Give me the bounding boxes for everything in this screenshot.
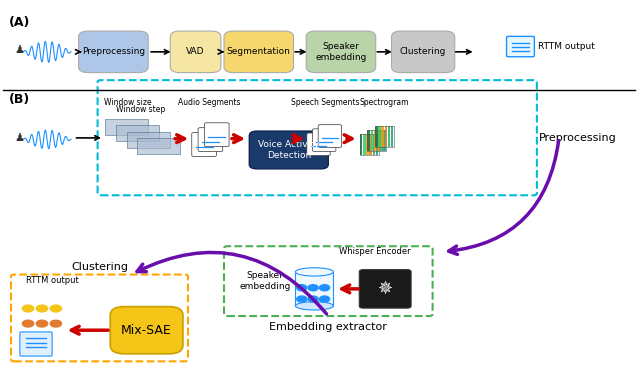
Text: Window step: Window step <box>116 105 165 114</box>
Text: Speaker
embedding: Speaker embedding <box>316 42 367 62</box>
Text: Clustering: Clustering <box>400 47 446 56</box>
FancyBboxPatch shape <box>79 31 148 73</box>
FancyBboxPatch shape <box>224 31 294 73</box>
Bar <box>127 132 170 148</box>
Text: (A): (A) <box>9 16 31 29</box>
Bar <box>375 126 394 147</box>
Circle shape <box>36 305 47 312</box>
Bar <box>380 130 383 151</box>
FancyBboxPatch shape <box>20 332 52 356</box>
FancyBboxPatch shape <box>506 36 534 57</box>
Text: Speaker
embedding: Speaker embedding <box>239 272 291 291</box>
Text: RTTM output: RTTM output <box>26 276 79 285</box>
Circle shape <box>22 320 34 327</box>
Text: ✵: ✵ <box>378 280 393 298</box>
FancyBboxPatch shape <box>307 133 330 155</box>
Text: Clustering: Clustering <box>71 262 128 272</box>
Bar <box>381 126 384 147</box>
Text: Spectrogram: Spectrogram <box>360 98 410 108</box>
Circle shape <box>308 285 318 291</box>
Text: Window size: Window size <box>104 98 152 108</box>
Text: RTTM output: RTTM output <box>538 42 595 51</box>
FancyBboxPatch shape <box>192 133 216 156</box>
Bar <box>376 134 378 154</box>
Bar <box>367 130 370 151</box>
Text: Preprocessing: Preprocessing <box>539 133 616 143</box>
Bar <box>366 134 369 154</box>
Text: Voice Activity
Detection: Voice Activity Detection <box>258 140 319 160</box>
Bar <box>367 130 387 151</box>
Bar <box>138 138 180 154</box>
Text: ♟: ♟ <box>14 133 24 143</box>
Circle shape <box>308 296 318 302</box>
Ellipse shape <box>296 268 333 276</box>
FancyBboxPatch shape <box>170 31 221 73</box>
Bar <box>116 126 159 141</box>
Bar <box>385 126 387 147</box>
Text: VAD: VAD <box>186 47 205 56</box>
Circle shape <box>22 305 34 312</box>
Text: Audio Segments: Audio Segments <box>178 98 241 108</box>
Text: Preprocessing: Preprocessing <box>82 47 145 56</box>
Circle shape <box>297 285 307 291</box>
FancyBboxPatch shape <box>204 123 229 147</box>
Bar <box>374 130 376 151</box>
Text: Mix-SAE: Mix-SAE <box>121 324 172 337</box>
Bar <box>371 130 373 151</box>
FancyBboxPatch shape <box>359 270 411 308</box>
Bar <box>369 134 372 154</box>
Circle shape <box>36 320 47 327</box>
Circle shape <box>319 285 330 291</box>
Text: Segmentation: Segmentation <box>227 47 291 56</box>
FancyBboxPatch shape <box>250 131 328 169</box>
Bar <box>296 272 333 306</box>
Bar <box>378 126 381 147</box>
Text: ♟: ♟ <box>14 45 24 55</box>
Bar <box>372 134 375 154</box>
FancyBboxPatch shape <box>306 31 376 73</box>
Text: Embedding extractor: Embedding extractor <box>269 322 387 332</box>
Circle shape <box>50 320 61 327</box>
Bar <box>375 126 378 147</box>
Bar <box>377 130 380 151</box>
FancyBboxPatch shape <box>318 125 342 147</box>
FancyBboxPatch shape <box>198 128 223 152</box>
FancyBboxPatch shape <box>110 307 183 354</box>
Bar <box>105 119 148 135</box>
Bar <box>363 134 365 154</box>
FancyBboxPatch shape <box>312 129 336 152</box>
Circle shape <box>319 296 330 302</box>
Bar <box>391 126 394 147</box>
Ellipse shape <box>296 302 333 310</box>
Text: Speech Segments: Speech Segments <box>291 98 360 108</box>
Text: Whisper Encoder: Whisper Encoder <box>339 247 411 256</box>
Circle shape <box>50 305 61 312</box>
Bar <box>383 130 386 151</box>
FancyBboxPatch shape <box>392 31 454 73</box>
Bar <box>360 134 379 154</box>
Bar <box>388 126 390 147</box>
Circle shape <box>297 296 307 302</box>
Bar <box>360 134 362 154</box>
Text: (B): (B) <box>9 93 30 106</box>
